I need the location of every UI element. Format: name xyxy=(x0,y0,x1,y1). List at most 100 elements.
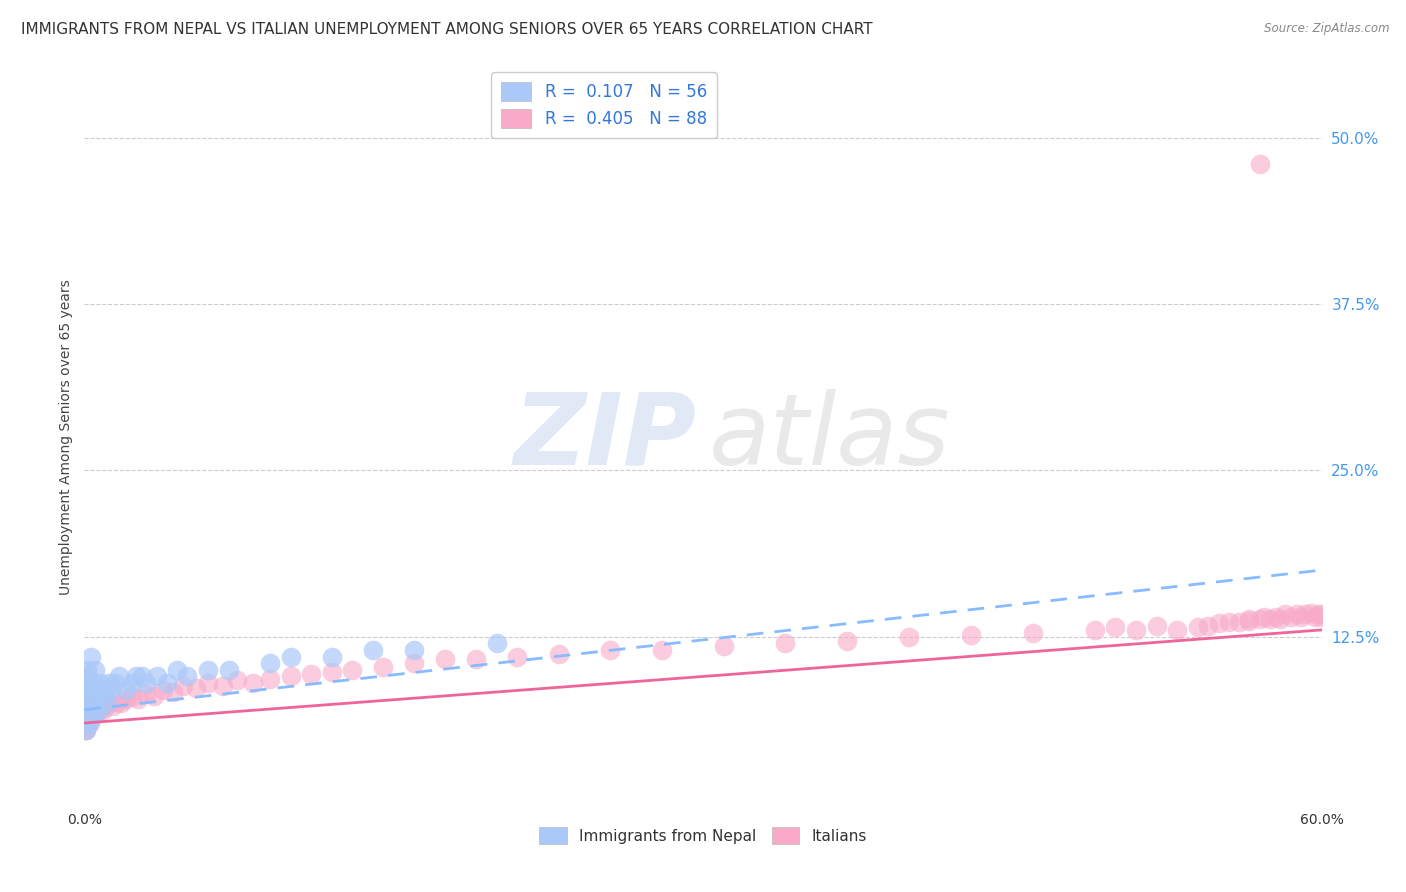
Point xyxy=(75,703,97,717)
Point xyxy=(1166,623,1188,637)
Point xyxy=(506,649,529,664)
Point xyxy=(321,649,343,664)
Point xyxy=(145,669,167,683)
Point xyxy=(75,676,97,690)
Point xyxy=(121,676,143,690)
Point xyxy=(98,676,121,690)
Point xyxy=(75,690,97,704)
Point xyxy=(172,679,194,693)
Point xyxy=(98,696,121,710)
Point xyxy=(599,643,621,657)
Point xyxy=(162,685,184,699)
Point xyxy=(77,716,100,731)
Point xyxy=(547,647,569,661)
Point xyxy=(103,698,125,713)
Point xyxy=(79,696,101,710)
Point xyxy=(280,669,302,683)
Point xyxy=(76,669,98,683)
Point xyxy=(75,696,97,710)
Point xyxy=(1279,609,1302,624)
Point xyxy=(83,703,105,717)
Point xyxy=(1301,606,1323,620)
Point xyxy=(91,690,114,704)
Point xyxy=(1249,157,1271,171)
Point xyxy=(898,630,921,644)
Point xyxy=(75,682,97,697)
Text: IMMIGRANTS FROM NEPAL VS ITALIAN UNEMPLOYMENT AMONG SENIORS OVER 65 YEARS CORREL: IMMIGRANTS FROM NEPAL VS ITALIAN UNEMPLO… xyxy=(21,22,873,37)
Legend: Immigrants from Nepal, Italians: Immigrants from Nepal, Italians xyxy=(533,822,873,850)
Point xyxy=(76,716,98,731)
Point xyxy=(77,716,100,731)
Point xyxy=(73,716,96,731)
Point xyxy=(218,663,240,677)
Point xyxy=(82,709,104,723)
Point xyxy=(1253,609,1275,624)
Point xyxy=(1022,625,1045,640)
Point xyxy=(75,716,97,731)
Point xyxy=(110,696,132,710)
Point xyxy=(79,649,101,664)
Point xyxy=(1249,612,1271,626)
Point xyxy=(166,663,188,677)
Point xyxy=(156,676,179,690)
Point xyxy=(242,676,264,690)
Point xyxy=(1227,615,1250,629)
Point xyxy=(100,682,122,697)
Point xyxy=(90,700,112,714)
Point xyxy=(76,709,98,723)
Point xyxy=(75,690,97,704)
Point xyxy=(465,652,488,666)
Point xyxy=(76,682,98,697)
Point xyxy=(94,682,117,697)
Point xyxy=(1270,612,1292,626)
Point xyxy=(259,672,281,686)
Point xyxy=(82,709,104,723)
Point xyxy=(75,676,97,690)
Point xyxy=(1146,619,1168,633)
Point xyxy=(131,669,153,683)
Point xyxy=(91,703,114,717)
Point xyxy=(1306,607,1329,621)
Point xyxy=(373,660,395,674)
Point xyxy=(1239,614,1261,628)
Point xyxy=(1289,609,1312,624)
Point xyxy=(1104,620,1126,634)
Point xyxy=(75,669,97,683)
Y-axis label: Unemployment Among Seniors over 65 years: Unemployment Among Seniors over 65 years xyxy=(59,279,73,595)
Point xyxy=(77,703,100,717)
Point xyxy=(75,716,97,731)
Point xyxy=(1197,619,1219,633)
Point xyxy=(321,665,343,680)
Point xyxy=(1310,607,1333,621)
Point xyxy=(184,681,207,696)
Point xyxy=(76,696,98,710)
Point xyxy=(1285,607,1308,621)
Point xyxy=(1294,607,1316,621)
Point xyxy=(87,703,110,717)
Point xyxy=(86,690,108,704)
Point xyxy=(127,692,149,706)
Point xyxy=(197,663,219,677)
Point xyxy=(83,696,105,710)
Point xyxy=(114,682,136,697)
Point xyxy=(76,709,98,723)
Point xyxy=(75,723,97,737)
Point xyxy=(404,643,426,657)
Point xyxy=(1084,623,1107,637)
Point xyxy=(197,676,219,690)
Point xyxy=(79,709,101,723)
Point xyxy=(77,690,100,704)
Point xyxy=(96,696,118,710)
Point xyxy=(90,676,112,690)
Point xyxy=(1309,609,1331,624)
Point xyxy=(299,666,322,681)
Point xyxy=(121,690,143,704)
Point xyxy=(108,669,131,683)
Point xyxy=(960,628,983,642)
Point xyxy=(713,639,735,653)
Point xyxy=(1258,612,1281,626)
Point xyxy=(1125,623,1147,637)
Point xyxy=(77,709,100,723)
Point xyxy=(1239,612,1261,626)
Point xyxy=(176,669,198,683)
